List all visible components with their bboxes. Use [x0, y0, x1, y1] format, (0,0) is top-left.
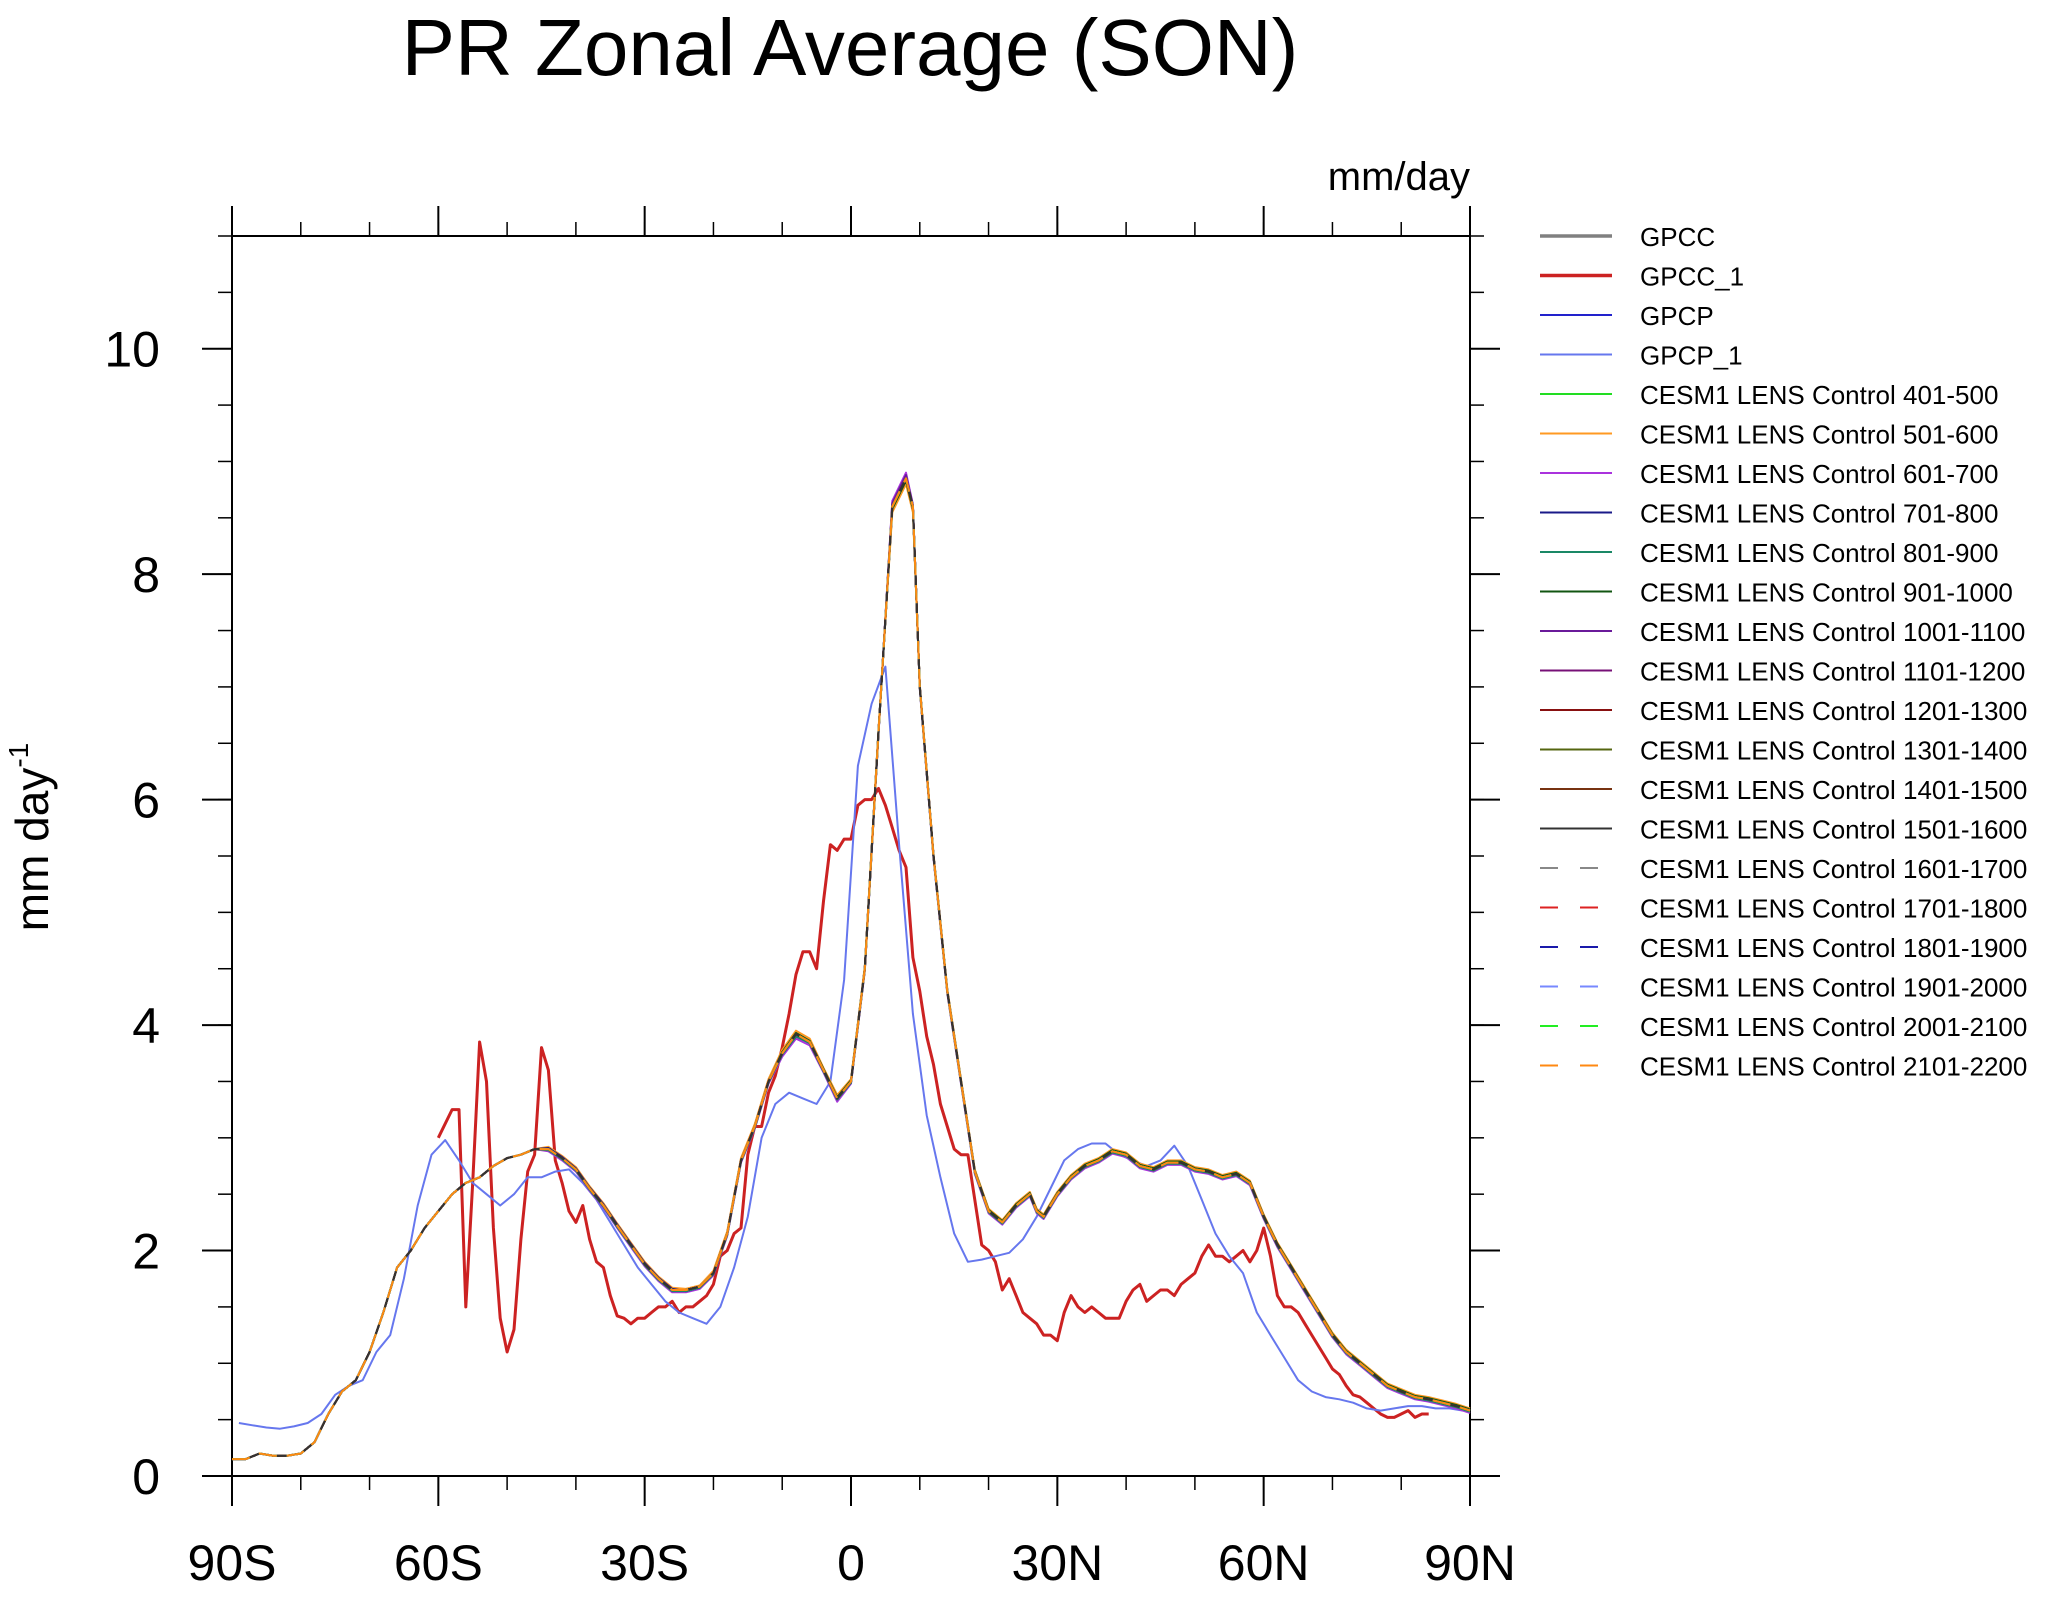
x-tick-label: 60S: [394, 1535, 483, 1591]
legend-label: CESM1 LENS Control 2101-2200: [1640, 1052, 2027, 1082]
series-line-18: [232, 477, 1471, 1461]
legend-label: CESM1 LENS Control 1301-1400: [1640, 736, 2027, 766]
series-line-17: [232, 477, 1471, 1461]
legend-label: CESM1 LENS Control 1601-1700: [1640, 854, 2027, 884]
legend-label: CESM1 LENS Control 2001-2100: [1640, 1012, 2027, 1042]
y-axis-label-superscript: -1: [3, 743, 34, 768]
legend-label: CESM1 LENS Control 601-700: [1640, 459, 1998, 489]
legend-label: CESM1 LENS Control 1001-1100: [1640, 617, 2025, 647]
y-axis-label: mm day-1: [3, 743, 58, 932]
legend-label: CESM1 LENS Control 1701-1800: [1640, 894, 2027, 924]
plot-area: 90S 60S 30S 0 30N 60N 90N 0 2 4 6 8 10: [104, 206, 1516, 1591]
series-line-19: [232, 477, 1471, 1461]
x-tick-label: 90S: [188, 1535, 277, 1591]
x-tick-label: 0: [837, 1535, 865, 1591]
series-line-10: [232, 474, 1471, 1461]
y-tick-label: 10: [104, 322, 160, 378]
legend-label: CESM1 LENS Control 1501-1600: [1640, 815, 2027, 845]
legend-label: GPCP: [1640, 301, 1714, 331]
chart-title: PR Zonal Average (SON): [402, 3, 1299, 92]
series-line-8: [232, 478, 1471, 1461]
legend-label: GPCC: [1640, 222, 1715, 252]
legend-label: CESM1 LENS Control 501-600: [1640, 420, 1998, 450]
y-tick-label: 6: [132, 773, 160, 829]
y-tick-label: 2: [132, 1224, 160, 1280]
legend-label: GPCC_1: [1640, 262, 1744, 292]
series-line-14: [232, 477, 1471, 1461]
series-line-4: [232, 477, 1471, 1461]
legend-label: CESM1 LENS Control 901-1000: [1640, 578, 2013, 608]
x-tick-label: 30N: [1011, 1535, 1103, 1591]
series-line-3: [238, 665, 1464, 1430]
legend: GPCC GPCC_1 GPCP GPCP_1 CESM1 LENS Control 4…: [1540, 222, 2027, 1082]
y-tick-label: 0: [132, 1449, 160, 1505]
series-line-13: [232, 477, 1471, 1461]
legend-label: CESM1 LENS Control 401-500: [1640, 380, 1998, 410]
legend-label: GPCP_1: [1640, 341, 1743, 371]
legend-label: CESM1 LENS Control 701-800: [1640, 499, 1998, 529]
legend-label: CESM1 LENS Control 1201-1300: [1640, 696, 2027, 726]
series-line-1: [436, 786, 1429, 1419]
x-tick-label: 60N: [1218, 1535, 1310, 1591]
series-line-9: [232, 479, 1471, 1461]
y-tick-label: 4: [132, 998, 160, 1054]
series-line-12: [232, 477, 1471, 1461]
series-line-5: [232, 483, 1471, 1461]
plot-frame: [231, 235, 1471, 1477]
y-axis-label-main: mm day: [6, 768, 58, 932]
series-line-11: [232, 477, 1471, 1461]
units-label: mm/day: [1328, 155, 1470, 199]
x-tick-label: 30S: [600, 1535, 689, 1591]
y-tick-label: 8: [132, 547, 160, 603]
series-line-16: [232, 477, 1471, 1461]
legend-label: CESM1 LENS Control 1101-1200: [1640, 657, 2025, 687]
series-line-15: [232, 477, 1471, 1461]
legend-label: CESM1 LENS Control 1801-1900: [1640, 933, 2027, 963]
x-tick-label: 90N: [1424, 1535, 1516, 1591]
legend-label: CESM1 LENS Control 801-900: [1640, 538, 1998, 568]
series-line-7: [232, 475, 1471, 1461]
series-line-21: [232, 477, 1471, 1461]
series-line-6: [232, 471, 1471, 1461]
series-line-20: [232, 477, 1471, 1461]
legend-label: CESM1 LENS Control 1401-1500: [1640, 775, 2027, 805]
legend-label: CESM1 LENS Control 1901-2000: [1640, 973, 2027, 1003]
